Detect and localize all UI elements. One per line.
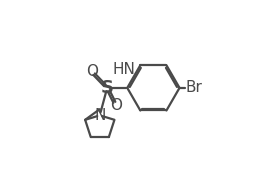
Text: O: O <box>110 98 122 113</box>
Text: S: S <box>101 79 114 97</box>
Text: HN: HN <box>112 62 135 77</box>
Text: N: N <box>94 108 106 123</box>
Text: Br: Br <box>185 80 202 95</box>
Text: O: O <box>86 64 98 79</box>
